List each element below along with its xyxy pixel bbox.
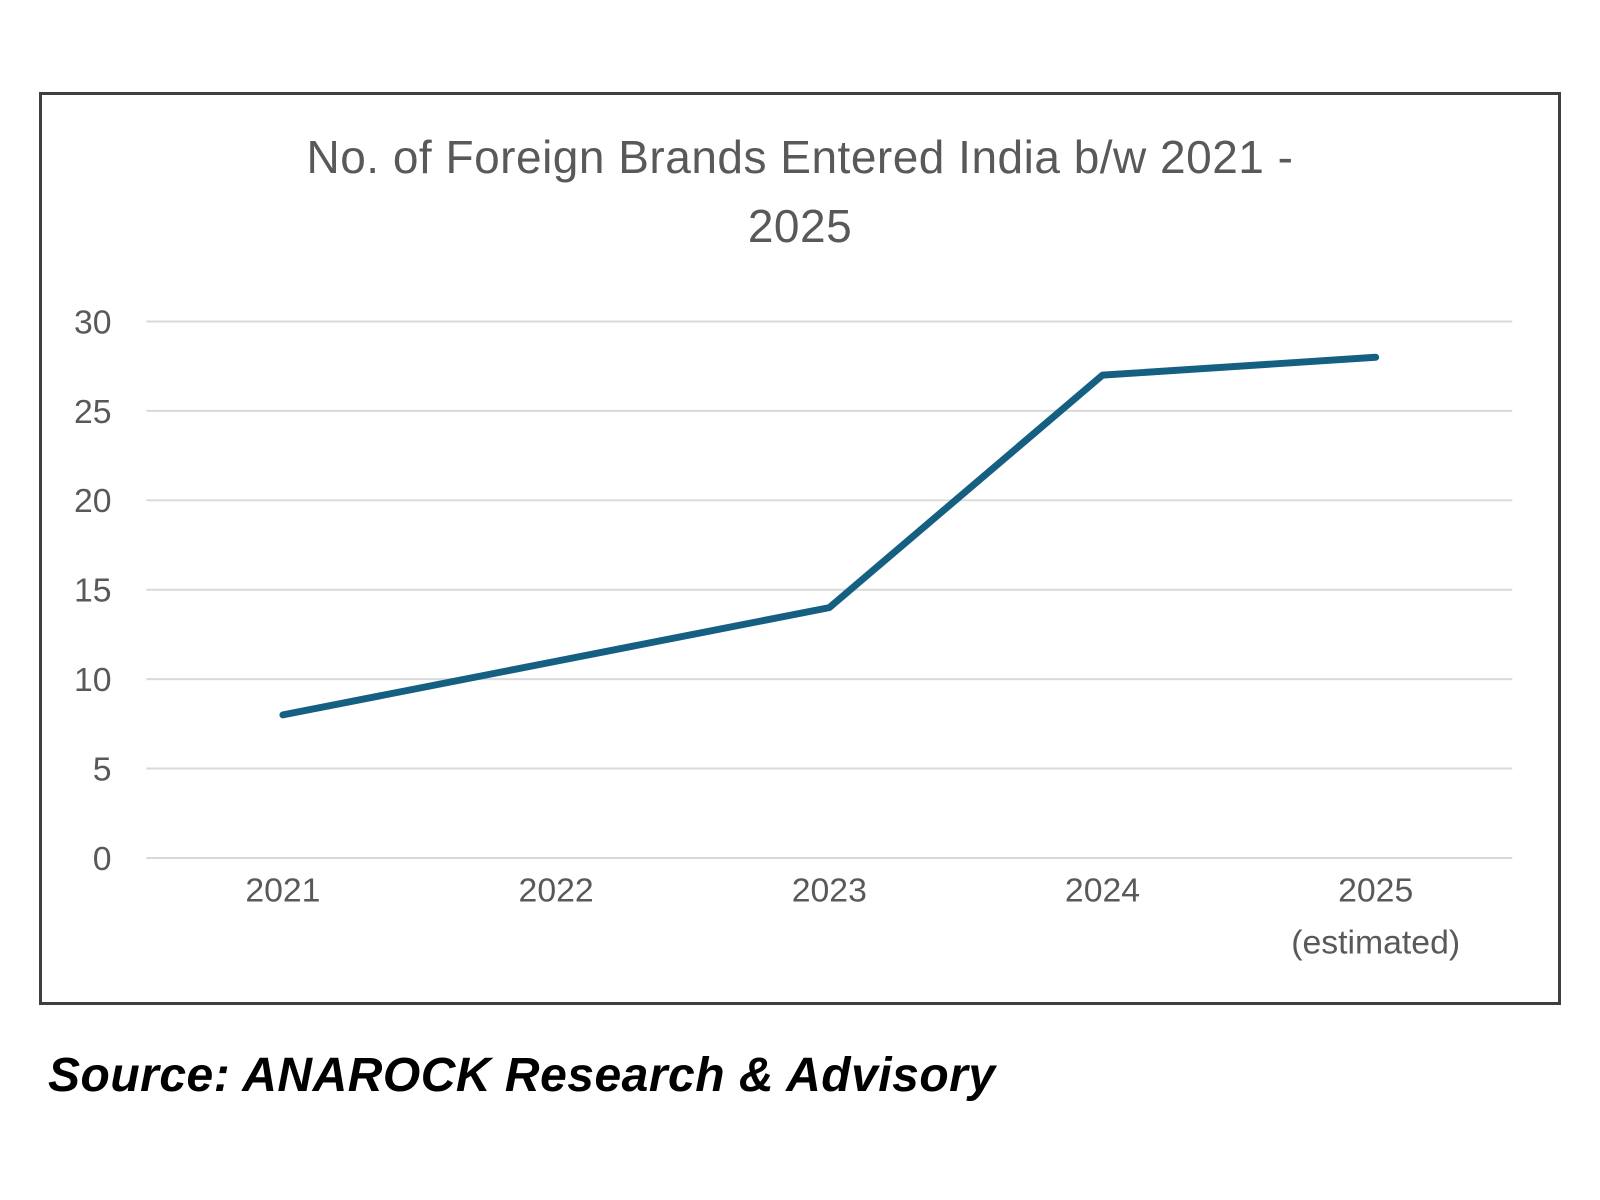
x-tick-label: 2023 [792, 872, 867, 910]
y-tick-label: 20 [74, 482, 112, 520]
y-tick-label: 10 [74, 661, 112, 699]
x-tick-label: 2025 [1338, 872, 1413, 910]
y-tick-label: 5 [93, 750, 112, 788]
y-tick-label: 0 [93, 840, 112, 878]
x-tick-label: 2021 [245, 872, 320, 910]
source-attribution: Source: ANAROCK Research & Advisory [48, 1049, 996, 1102]
chart-frame: No. of Foreign Brands Entered India b/w … [39, 92, 1561, 1005]
y-tick-label: 30 [74, 303, 112, 341]
chart-title-line-2: 2025 [747, 200, 853, 252]
y-tick-label: 15 [74, 572, 112, 610]
data-line [279, 353, 1380, 719]
chart-title: No. of Foreign Brands Entered India b/w … [42, 123, 1558, 261]
x-tick-label: 2022 [519, 872, 594, 910]
y-tick-label: 25 [74, 393, 112, 431]
x-tick-label: 2024 [1065, 872, 1140, 910]
chart-title-line-1: No. of Foreign Brands Entered India b/w … [306, 131, 1294, 183]
x-tick-sublabel: (estimated) [1291, 923, 1460, 961]
